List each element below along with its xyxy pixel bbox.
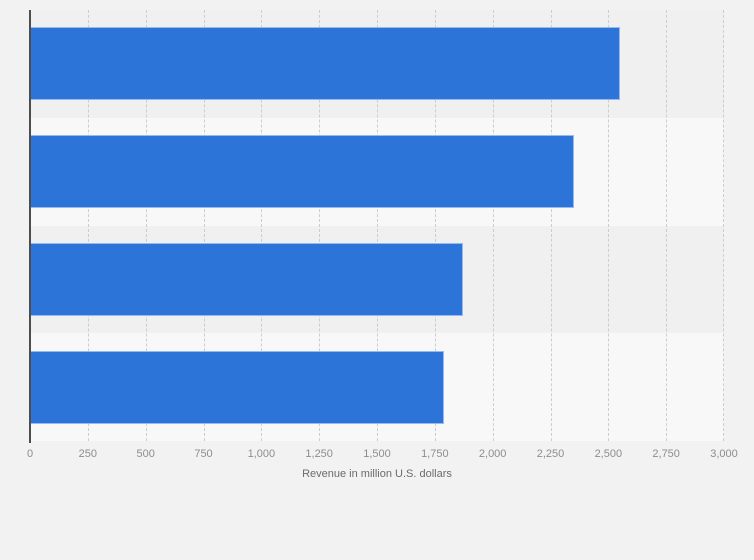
gridline — [203, 10, 205, 441]
gridline — [666, 10, 668, 441]
gridline — [550, 10, 552, 441]
x-tick-label: 250 — [78, 448, 98, 460]
bar[interactable] — [30, 242, 463, 316]
bar[interactable] — [30, 350, 445, 424]
y-axis-line — [29, 10, 31, 443]
x-tick-label: 3,000 — [710, 448, 738, 460]
x-tick-label: 2,250 — [536, 448, 565, 460]
gridline — [377, 10, 378, 441]
gridline — [319, 10, 321, 441]
gridline — [87, 10, 89, 441]
x-tick-label: 1,250 — [305, 448, 333, 460]
x-tick-label: 1,000 — [247, 448, 276, 460]
bar[interactable] — [30, 27, 620, 101]
x-tick-label: 2,000 — [478, 448, 507, 460]
gridline — [723, 10, 724, 441]
x-tick-label: 0 — [26, 448, 34, 460]
gridline — [145, 10, 147, 441]
x-tick-label: 2,750 — [652, 448, 680, 460]
x-tick-label: 1,750 — [421, 448, 449, 460]
plot-area — [30, 10, 724, 441]
gridline — [434, 10, 436, 441]
x-tick-label: 500 — [136, 448, 155, 460]
bar[interactable] — [30, 135, 574, 209]
x-axis-title: Revenue in million U.S. dollars — [302, 468, 452, 480]
x-tick-label: 2,500 — [594, 448, 623, 460]
gridline — [492, 10, 494, 441]
x-tick-label: 750 — [194, 448, 213, 460]
x-tick-label: 1,500 — [363, 448, 391, 460]
gridline — [608, 10, 610, 441]
gridline — [261, 10, 263, 441]
